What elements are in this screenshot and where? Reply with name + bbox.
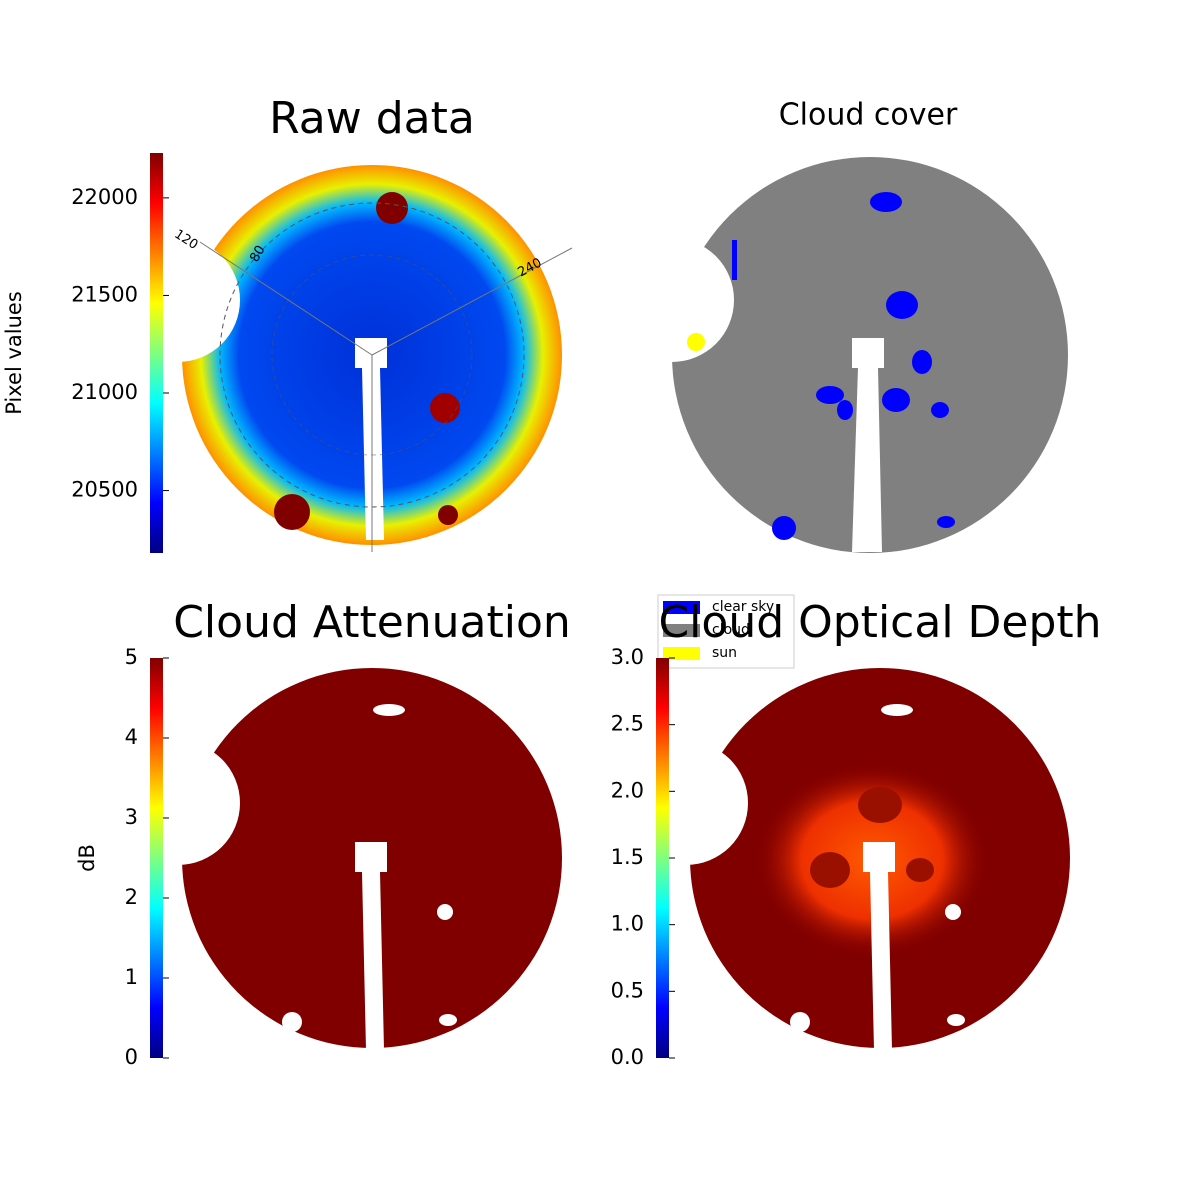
colorbar-tick-label: 20500 — [71, 478, 138, 502]
colorbar-tick-label: 2 — [125, 885, 138, 909]
elevation-label: 80 — [247, 243, 268, 265]
panel-title: Cloud Optical Depth — [658, 597, 1101, 648]
colorbar-tick-label: 22000 — [71, 185, 138, 209]
colorbar-tick-label: 0.5 — [611, 978, 644, 1002]
colorbar — [150, 153, 163, 553]
colorbar — [150, 658, 163, 1058]
colorbar-label: dB — [75, 844, 99, 872]
colorbar-tick-label: 2.5 — [611, 712, 644, 736]
colorbar-label: Pixel values — [2, 291, 26, 415]
legend-swatch — [663, 624, 700, 637]
colorbar-tick-label: 3 — [125, 805, 138, 829]
colorbar-tick-label: 2.0 — [611, 778, 644, 802]
colorbar-tick-label: 4 — [125, 725, 138, 749]
legend-label: clear sky — [712, 599, 774, 615]
legend-swatch — [663, 647, 700, 660]
colorbar-tick-label: 21000 — [71, 380, 138, 404]
legend-swatch — [663, 601, 700, 614]
legend-label: sun — [712, 645, 737, 661]
colorbar-tick-label: 1 — [125, 965, 138, 989]
colorbar-tick-label: 0.0 — [611, 1045, 644, 1069]
colorbar-tick-label: 3.0 — [611, 645, 644, 669]
legend-label: cloud — [712, 622, 750, 638]
optical-depth-image — [624, 668, 1070, 1050]
colorbar-tick-label: 21500 — [71, 282, 138, 306]
cloud-cover-image — [610, 157, 1068, 553]
attenuation-image — [116, 668, 562, 1050]
colorbar-tick-label: 5 — [125, 645, 138, 669]
raw-image — [116, 165, 573, 552]
legend: clear sky cloud sun — [657, 594, 795, 669]
colorbar-tick-label: 0 — [125, 1045, 138, 1069]
panel-title: Cloud cover — [779, 98, 958, 133]
colorbar-tick-label: 1.5 — [611, 845, 644, 869]
panel-title: Raw data — [269, 93, 475, 144]
colorbar-tick-label: 1.0 — [611, 912, 644, 936]
colorbar — [656, 658, 669, 1058]
panel-title: Cloud Attenuation — [173, 597, 571, 648]
